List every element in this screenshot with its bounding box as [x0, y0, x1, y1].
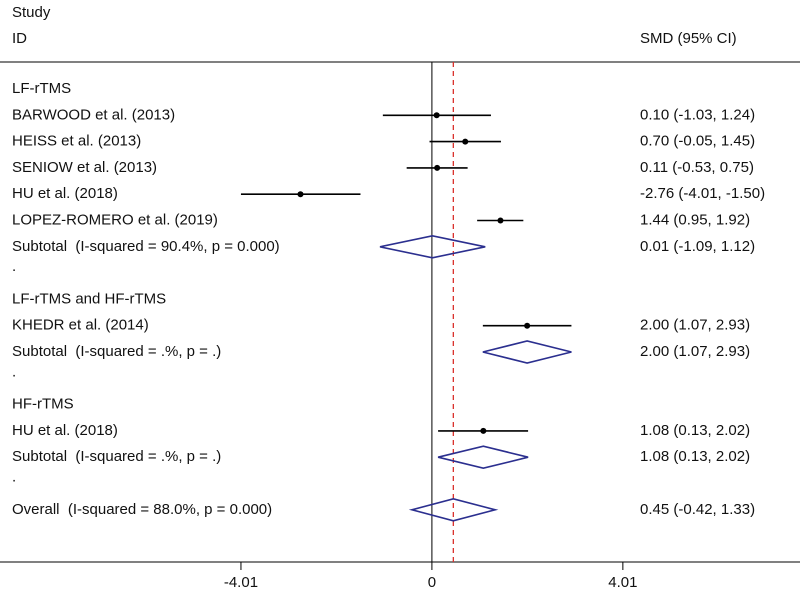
study-label: LOPEZ-ROMERO et al. (2019) [12, 211, 218, 228]
point-estimate [297, 191, 304, 198]
point-estimate [524, 322, 531, 329]
overall-diamond [408, 497, 499, 522]
study-label: HEISS et al. (2013) [12, 133, 141, 150]
study-label: KHEDR et al. (2014) [12, 317, 149, 334]
ci-label: 1.44 (0.95, 1.92) [640, 211, 750, 228]
x-tick-label: -4.01 [224, 574, 258, 591]
study-label: SENIOW et al. (2013) [12, 159, 157, 176]
separator: . [12, 468, 16, 485]
separator: . [12, 258, 16, 275]
subtotal-diamond [437, 445, 529, 470]
ci-label: 0.01 (-1.09, 1.12) [640, 238, 755, 255]
study-label: HU et al. (2018) [12, 422, 118, 439]
point-estimate [497, 217, 504, 224]
group-heading: HF-rTMS [12, 396, 74, 413]
group-heading: LF-rTMS and HF-rTMS [12, 290, 166, 307]
point-estimate [480, 427, 487, 434]
point-estimate [462, 138, 469, 145]
ci-label: 0.45 (-0.42, 1.33) [640, 501, 755, 518]
id-header: ID [12, 30, 27, 47]
ci-label: 2.00 (1.07, 2.93) [640, 343, 750, 360]
x-tick-label: 0 [428, 574, 436, 591]
ci-label: 0.11 (-0.53, 0.75) [640, 159, 754, 176]
ci-label: 1.08 (0.13, 2.02) [640, 448, 750, 465]
study-header: Study [12, 4, 51, 21]
subtotal-label: Subtotal (I-squared = .%, p = .) [12, 448, 221, 465]
overall-label: Overall (I-squared = 88.0%, p = 0.000) [12, 501, 272, 518]
subtotal-diamond [482, 340, 572, 364]
separator: . [12, 363, 16, 380]
effect-header: SMD (95% CI) [640, 30, 737, 47]
ci-label: 2.00 (1.07, 2.93) [640, 317, 750, 334]
ci-label: 0.70 (-0.05, 1.45) [640, 133, 755, 150]
ci-label: 0.10 (-1.03, 1.24) [640, 106, 755, 123]
point-estimate [434, 164, 441, 171]
study-label: HU et al. (2018) [12, 185, 118, 202]
x-tick-label: 4.01 [608, 574, 637, 591]
ci-label: 1.08 (0.13, 2.02) [640, 422, 750, 439]
ci-label: -2.76 (-4.01, -1.50) [640, 185, 765, 202]
subtotal-diamond [379, 234, 486, 259]
subtotal-label: Subtotal (I-squared = .%, p = .) [12, 343, 221, 360]
subtotal-label: Subtotal (I-squared = 90.4%, p = 0.000) [12, 238, 280, 255]
group-heading: LF-rTMS [12, 80, 71, 97]
study-label: BARWOOD et al. (2013) [12, 106, 175, 123]
point-estimate [433, 112, 440, 119]
